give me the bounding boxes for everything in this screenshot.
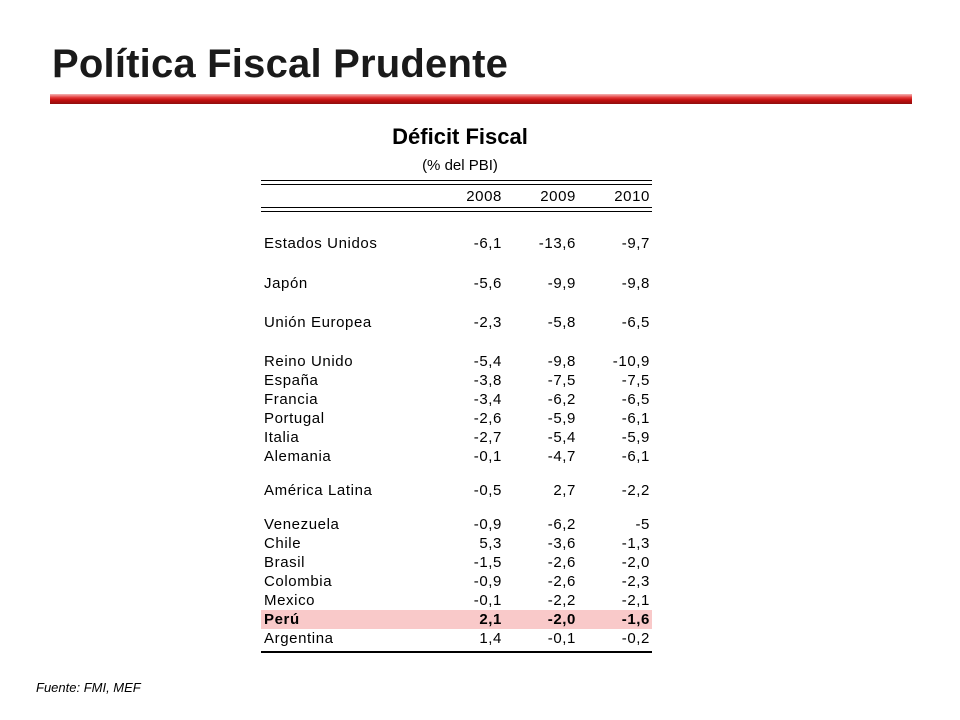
value-2009: -2,6 [547, 573, 576, 590]
table-header-row: 2008 2009 2010 [261, 187, 652, 206]
table-title: Déficit Fiscal [392, 124, 528, 149]
value-2010: -10,9 [612, 353, 650, 370]
value-2009: -2,2 [547, 592, 576, 609]
value-2009: -6,2 [547, 391, 576, 408]
country-name: Mexico [264, 592, 316, 609]
value-2008: -0,1 [473, 592, 502, 609]
value-2009: -2,6 [547, 554, 576, 571]
value-2009: -4,7 [547, 448, 576, 465]
table-row: Mexico -0,1 -2,2 -2,1 [261, 591, 652, 610]
value-2009: -3,6 [547, 535, 576, 552]
value-2008: -2,7 [473, 429, 502, 446]
value-2009: -5,9 [547, 410, 576, 427]
country-name: Portugal [264, 410, 325, 427]
table-row: América Latina -0,5 2,7 -2,2 [261, 481, 652, 500]
value-2010: -2,0 [621, 554, 650, 571]
table-row: Alemania -0,1 -4,7 -6,1 [261, 447, 652, 466]
value-2008: -5,6 [473, 275, 502, 292]
value-2010: -9,8 [621, 275, 650, 292]
value-2009: -13,6 [538, 235, 576, 252]
header-rule-secondary [261, 211, 652, 212]
value-2010: -2,3 [621, 573, 650, 590]
value-2009: -6,2 [547, 516, 576, 533]
country-name: Venezuela [264, 516, 340, 533]
value-2009: -7,5 [547, 372, 576, 389]
country-name: Argentina [264, 630, 334, 647]
value-2008: 2,1 [479, 611, 502, 628]
country-name: Unión Europea [264, 314, 372, 331]
value-2008: 1,4 [479, 630, 502, 647]
table-row: Colombia -0,9 -2,6 -2,3 [261, 572, 652, 591]
value-2010: -5,9 [621, 429, 650, 446]
country-name: Francia [264, 391, 319, 408]
country-name: Alemania [264, 448, 332, 465]
slide-title: Política Fiscal Prudente [52, 42, 509, 86]
value-2008: -5,4 [473, 353, 502, 370]
table-row: Brasil -1,5 -2,6 -2,0 [261, 553, 652, 572]
value-2008: -3,4 [473, 391, 502, 408]
table-row: Estados Unidos -6,1 -13,6 -9,7 [261, 234, 652, 253]
value-2010: -6,5 [621, 314, 650, 331]
value-2009: -9,8 [547, 353, 576, 370]
country-name: Italia [264, 429, 300, 446]
header-rule [261, 207, 652, 208]
title-divider [50, 94, 912, 104]
country-name: Japón [264, 275, 308, 292]
value-2009: -2,0 [547, 611, 576, 628]
country-name: Colombia [264, 573, 333, 590]
value-2008: -1,5 [473, 554, 502, 571]
value-2010: -7,5 [621, 372, 650, 389]
value-2009: -5,8 [547, 314, 576, 331]
country-name: América Latina [264, 482, 373, 499]
value-2008: -0,1 [473, 448, 502, 465]
value-2008: -2,6 [473, 410, 502, 427]
value-2008: -2,3 [473, 314, 502, 331]
value-2008: -3,8 [473, 372, 502, 389]
value-2008: -6,1 [473, 235, 502, 252]
table-row: Venezuela -0,9 -6,2 -5 [261, 515, 652, 534]
value-2009: 2,7 [553, 482, 576, 499]
header-year-2010: 2010 [614, 188, 650, 205]
value-2010: -9,7 [621, 235, 650, 252]
table-row: Italia -2,7 -5,4 -5,9 [261, 428, 652, 447]
table-row-highlighted: Perú 2,1 -2,0 -1,6 [261, 610, 652, 629]
value-2008: -0,5 [473, 482, 502, 499]
deficit-table: 2008 2009 2010 Estados Unidos -6,1 -13,6 -9… [261, 180, 652, 653]
value-2010: -6,5 [621, 391, 650, 408]
value-2010: -2,1 [621, 592, 650, 609]
value-2010: -5 [635, 516, 650, 533]
country-name: Chile [264, 535, 302, 552]
value-2009: -5,4 [547, 429, 576, 446]
table-subtitle: (% del PBI) [422, 157, 498, 174]
value-2010: -1,6 [621, 611, 650, 628]
table-row: Chile 5,3 -3,6 -1,3 [261, 534, 652, 553]
source-note: Fuente: FMI, MEF [36, 680, 141, 695]
value-2009: -9,9 [547, 275, 576, 292]
value-2008: -0,9 [473, 573, 502, 590]
table-top-rule [261, 180, 652, 181]
table-top-rule-secondary [261, 184, 652, 185]
value-2010: -0,2 [621, 630, 650, 647]
value-2008: -0,9 [473, 516, 502, 533]
header-year-2008: 2008 [466, 188, 502, 205]
country-name: Brasil [264, 554, 306, 571]
value-2008: 5,3 [479, 535, 502, 552]
country-name: Reino Unido [264, 353, 354, 370]
value-2010: -6,1 [621, 410, 650, 427]
table-row: Japón -5,6 -9,9 -9,8 [261, 274, 652, 293]
country-name: Perú [264, 611, 300, 628]
table-row: España -3,8 -7,5 -7,5 [261, 371, 652, 390]
table-row: Unión Europea -2,3 -5,8 -6,5 [261, 313, 652, 332]
value-2010: -6,1 [621, 448, 650, 465]
table-row: Reino Unido -5,4 -9,8 -10,9 [261, 352, 652, 371]
header-year-2009: 2009 [540, 188, 576, 205]
value-2010: -1,3 [621, 535, 650, 552]
country-name: España [264, 372, 319, 389]
value-2010: -2,2 [621, 482, 650, 499]
table-row: Francia -3,4 -6,2 -6,5 [261, 390, 652, 409]
value-2009: -0,1 [547, 630, 576, 647]
table-row: Portugal -2,6 -5,9 -6,1 [261, 409, 652, 428]
country-name: Estados Unidos [264, 235, 378, 252]
table-row: Argentina 1,4 -0,1 -0,2 [261, 629, 652, 648]
